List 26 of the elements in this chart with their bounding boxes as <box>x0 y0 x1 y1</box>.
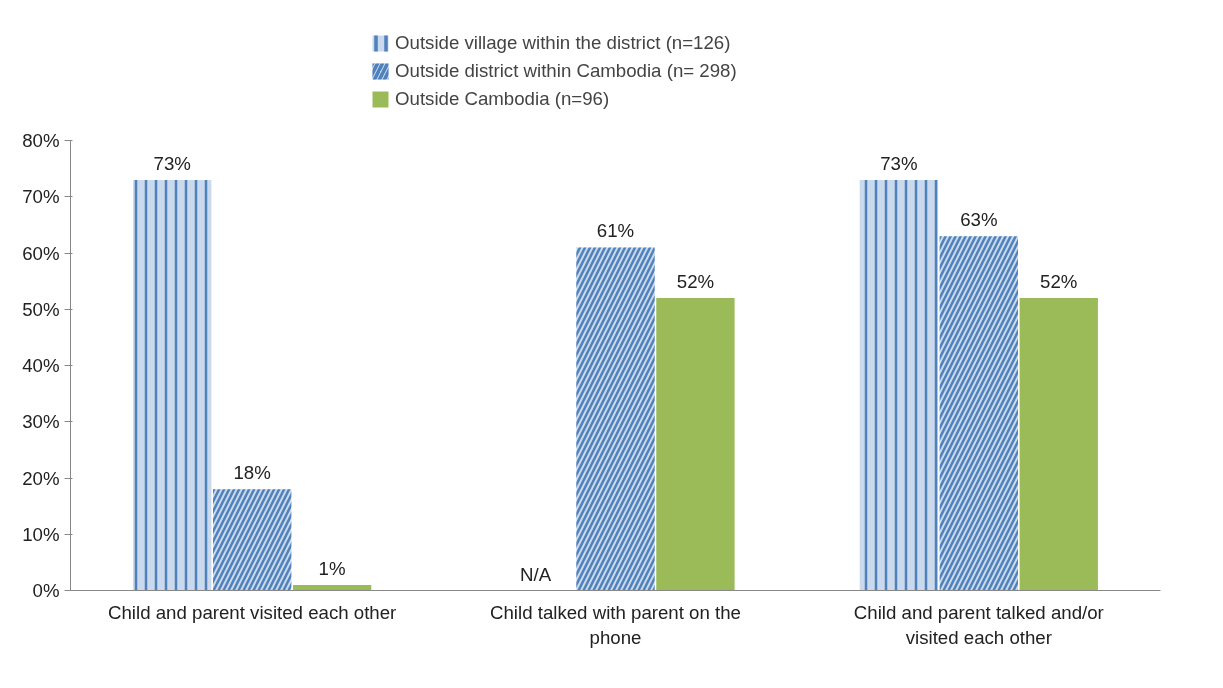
y-tick-label: 40% <box>22 355 60 376</box>
data-label: 61% <box>596 220 635 242</box>
y-tick-label: 20% <box>22 467 60 489</box>
data-label: 1% <box>318 557 346 579</box>
y-tick-label: 0% <box>32 580 60 601</box>
data-label: 52% <box>676 271 715 292</box>
bar <box>656 298 735 591</box>
y-tick-label: 30% <box>22 411 60 433</box>
bar <box>1019 298 1098 591</box>
y-tick-label: 60% <box>22 242 60 264</box>
text: N/A <box>520 563 552 585</box>
x-tick-label: Child talked with parent on the phone <box>490 601 741 648</box>
legend-label: Outside district within Cambodia (n= 298) <box>395 60 737 82</box>
data-label: 73% <box>153 152 191 174</box>
data-label: 63% <box>960 209 998 231</box>
legend-label: Outside Cambodia (n=96) <box>395 88 610 110</box>
x-tick-label: Child and parent talked and/or visited each other <box>853 601 1104 648</box>
data-label: 18% <box>233 462 271 484</box>
y-tick-label: 50% <box>22 298 60 320</box>
y-tick-label: 80% <box>22 130 60 151</box>
data-label: 73% <box>880 152 918 174</box>
y-tick-label: 70% <box>22 186 60 208</box>
legend-label: Outside village within the district (n=126) <box>395 32 731 54</box>
y-tick-label: 10% <box>22 523 60 545</box>
x-tick-label: Child and parent visited each other <box>108 601 397 623</box>
data-label: 52% <box>1040 271 1078 292</box>
